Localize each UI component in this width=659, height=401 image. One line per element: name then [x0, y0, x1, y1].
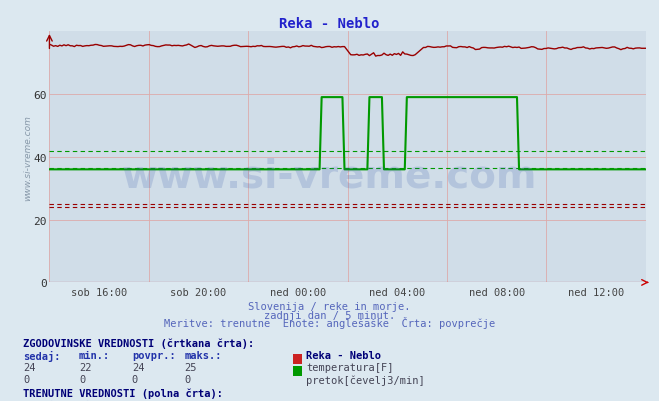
- Text: 0: 0: [79, 375, 85, 385]
- Text: pretok[čevelj3/min]: pretok[čevelj3/min]: [306, 375, 425, 385]
- Text: 22: 22: [79, 363, 92, 373]
- Text: maks.:: maks.:: [185, 350, 222, 360]
- Text: 24: 24: [132, 363, 144, 373]
- Text: 25: 25: [185, 363, 197, 373]
- Text: sedaj:: sedaj:: [23, 350, 61, 361]
- Text: min.:: min.:: [79, 400, 110, 401]
- Text: zadnji dan / 5 minut.: zadnji dan / 5 minut.: [264, 310, 395, 320]
- Text: Reka - Neblo: Reka - Neblo: [279, 17, 380, 31]
- Text: 0: 0: [185, 375, 190, 385]
- Text: maks.:: maks.:: [185, 400, 222, 401]
- Text: 24: 24: [23, 363, 36, 373]
- Text: povpr.:: povpr.:: [132, 400, 175, 401]
- Text: min.:: min.:: [79, 350, 110, 360]
- Text: Meritve: trenutne  Enote: anglešaške  Črta: povprečje: Meritve: trenutne Enote: anglešaške Črta…: [164, 316, 495, 328]
- Text: ZGODOVINSKE VREDNOSTI (črtkana črta):: ZGODOVINSKE VREDNOSTI (črtkana črta):: [23, 338, 254, 348]
- Text: temperatura[F]: temperatura[F]: [306, 363, 394, 373]
- Text: povpr.:: povpr.:: [132, 350, 175, 360]
- Text: www.si-vreme.com: www.si-vreme.com: [122, 158, 537, 195]
- Text: Reka - Neblo: Reka - Neblo: [306, 350, 382, 360]
- Text: TRENUTNE VREDNOSTI (polna črta):: TRENUTNE VREDNOSTI (polna črta):: [23, 387, 223, 398]
- Text: sedaj:: sedaj:: [23, 400, 61, 401]
- Text: Reka - Neblo: Reka - Neblo: [306, 400, 382, 401]
- Text: Slovenija / reke in morje.: Slovenija / reke in morje.: [248, 302, 411, 312]
- Text: 0: 0: [23, 375, 29, 385]
- Text: 0: 0: [132, 375, 138, 385]
- Y-axis label: www.si-vreme.com: www.si-vreme.com: [23, 115, 32, 200]
